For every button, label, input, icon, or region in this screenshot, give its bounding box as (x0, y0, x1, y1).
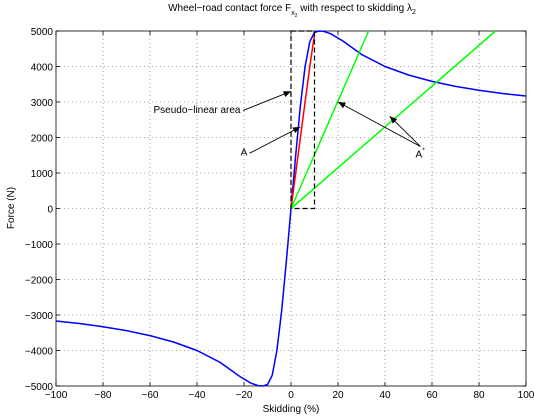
y-tick-labels: −5000 −4000 −3000 −2000 −1000 0 1000 2000 3000 40… (25, 27, 54, 393)
x-tick-label: −60 (142, 390, 159, 401)
annotation-superscript: * (422, 147, 425, 154)
x-tick-label: 100 (518, 390, 534, 401)
y-tick-label: 4000 (31, 63, 54, 74)
title-sub: x (291, 10, 295, 17)
annotation-label-3: A* (416, 147, 426, 160)
series-line-2 (290, 34, 316, 209)
x-axis-title: Skidding (%) (263, 404, 320, 415)
title-sub2: 2 (295, 13, 298, 19)
y-tick-label: −2000 (25, 276, 54, 287)
chart-title: Wheel−road contact force Fx2 with respec… (168, 3, 416, 19)
annotation-arrow-head (338, 102, 346, 109)
x-tick-label: 0 (288, 390, 294, 401)
x-tick-label: −80 (95, 390, 112, 401)
x-tick-label: 80 (473, 390, 485, 401)
x-tick-label: −40 (189, 390, 206, 401)
y-tick-label: 2000 (31, 134, 54, 145)
y-tick-label: −1000 (25, 240, 54, 251)
y-tick-label: 1000 (31, 169, 54, 180)
x-tick-label: −20 (236, 390, 253, 401)
pseudo-linear-box (290, 30, 316, 210)
x-tick-label: −100 (45, 390, 68, 401)
annotations: Pseudo−linear area A A* (153, 90, 426, 160)
y-tick-label: −5000 (25, 382, 54, 393)
y-tick-label: −4000 (25, 347, 54, 358)
annotation-label-1: Pseudo−linear area (153, 105, 240, 116)
title-sub3: 2 (412, 9, 416, 16)
annotation-arrow-head (292, 126, 301, 134)
annotation-label-2: A (241, 148, 248, 159)
y-tick-label: 0 (47, 205, 53, 216)
annotation-arrow-head (283, 91, 291, 97)
x-tick-label: 40 (379, 390, 391, 401)
x-tick-label: 60 (426, 390, 438, 401)
highlight-box (290, 30, 316, 210)
title-mid: with respect to skidding λ (298, 3, 413, 14)
annotation-arrow-line (249, 126, 301, 154)
y-axis-title: Force (N) (6, 187, 17, 229)
y-tick-label: 5000 (31, 27, 54, 38)
annotation-arrow-line (242, 90, 292, 112)
annotation-arrow-head (389, 116, 398, 124)
y-tick-label: 3000 (31, 98, 54, 109)
x-tick-labels: −100 −80 −60 −40 −20 0 20 40 60 80 100 (45, 390, 534, 401)
series-line-3 (290, 30, 370, 209)
x-tick-label: 20 (332, 390, 344, 401)
annotation-arrow-line (337, 101, 421, 147)
y-tick-label: −3000 (25, 311, 54, 322)
